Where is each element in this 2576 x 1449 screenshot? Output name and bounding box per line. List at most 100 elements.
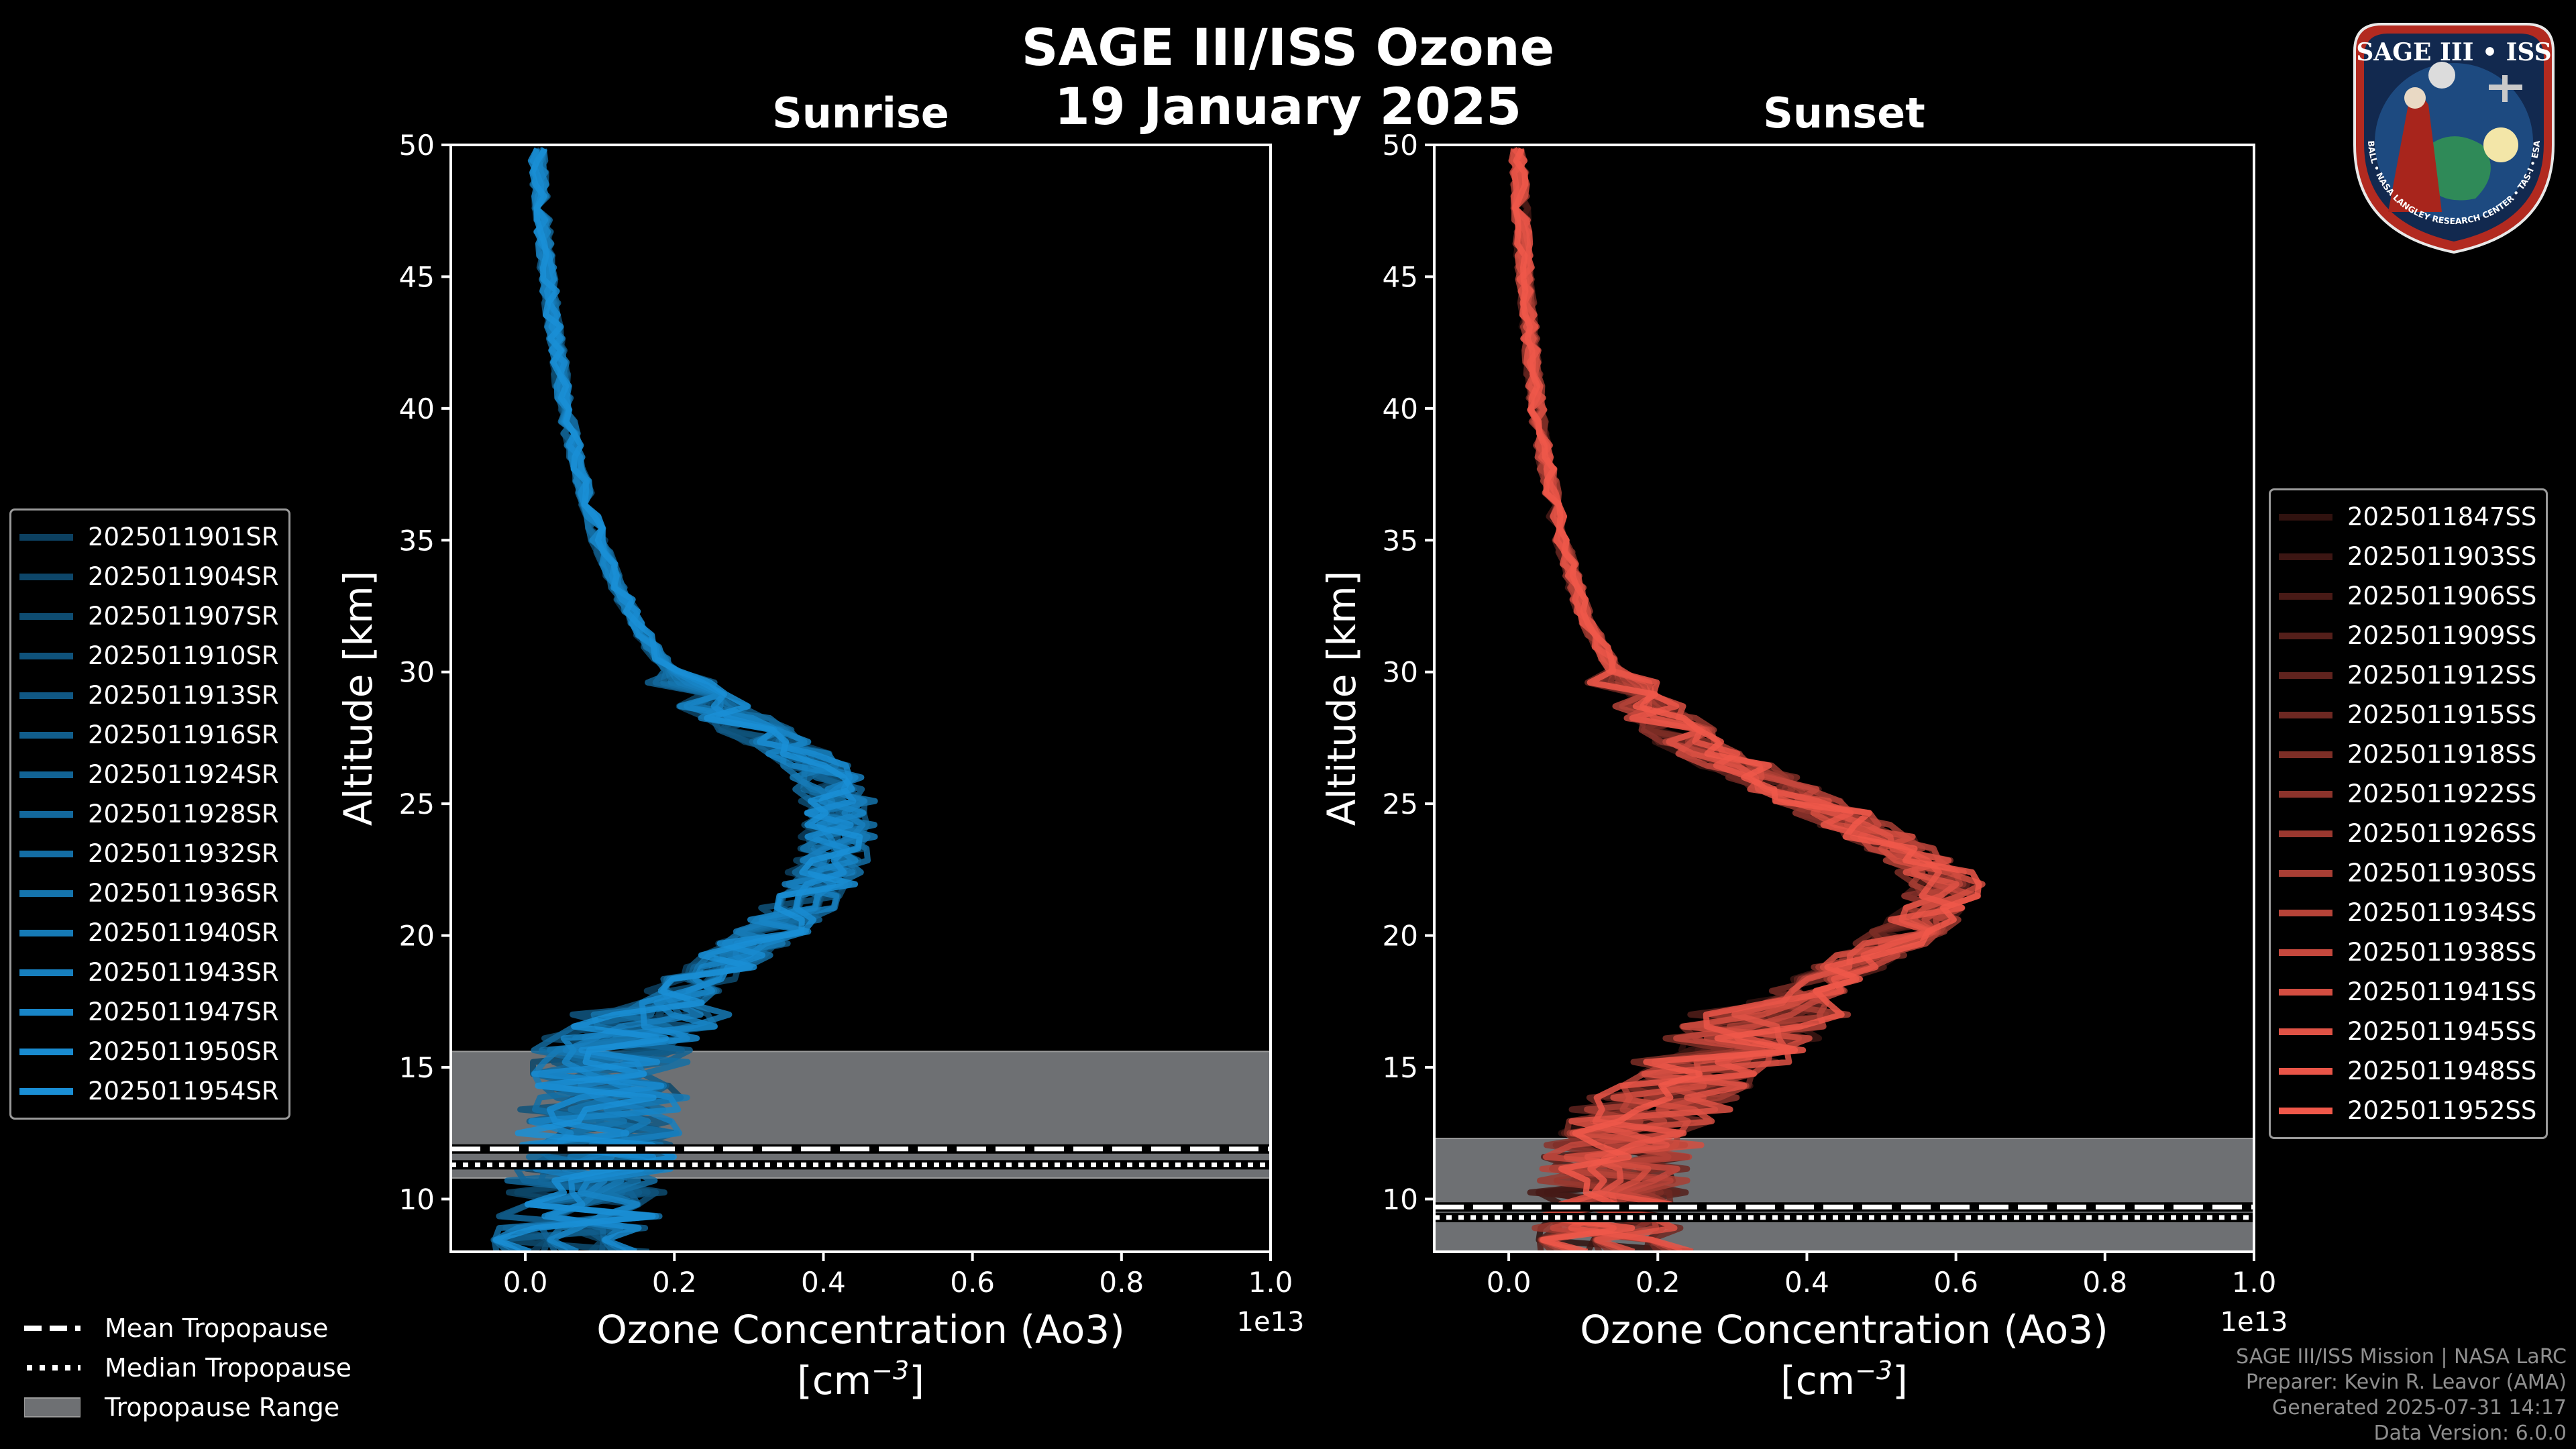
- median-tropopause-entry: Median Tropopause: [24, 1348, 352, 1387]
- legend-entry: 2025011941SS: [2279, 972, 2536, 1012]
- legend-swatch: [19, 1087, 73, 1095]
- legend-swatch: [19, 1008, 73, 1016]
- legend-swatch: [19, 573, 73, 580]
- x-axis-unit-close: ]: [1892, 1358, 1908, 1403]
- y-tick-label: 25: [399, 788, 435, 820]
- legend-label: 2025011915SS: [2347, 700, 2537, 729]
- x-axis-unit-close: ]: [909, 1358, 924, 1403]
- legend-entry: 2025011932SR: [19, 834, 279, 873]
- y-tick-label: 50: [1383, 129, 1418, 162]
- legend-swatch: [2279, 553, 2332, 560]
- legend-entry: 2025011903SS: [2279, 537, 2536, 576]
- legend-entry: 2025011940SR: [19, 913, 279, 953]
- x-tick-label: 0.4: [1784, 1266, 1829, 1299]
- x-tick-label: 0.6: [950, 1266, 995, 1299]
- y-tick-label: 40: [1383, 392, 1418, 425]
- legend-swatch: [2279, 988, 2332, 996]
- footer-preparer: Preparer: Kevin R. Leavor (AMA): [2245, 1371, 2567, 1394]
- legend-swatch: [19, 850, 73, 857]
- legend-label: 2025011901SR: [88, 523, 279, 551]
- legend-entry: 2025011934SS: [2279, 893, 2536, 932]
- footer-credits: SAGE III/ISS Mission | NASA LaRC Prepare…: [2236, 1344, 2567, 1446]
- plot-frame: [1433, 144, 2255, 1253]
- legend-entry: 2025011952SS: [2279, 1091, 2536, 1130]
- x-axis-label: Ozone Concentration (Ao3): [596, 1307, 1125, 1352]
- legend-label: 2025011924SR: [88, 760, 279, 789]
- x-tick-label: 0.6: [1933, 1266, 1978, 1299]
- sunset-legend: 2025011847SS 2025011903SS 2025011906SS 2025…: [2269, 488, 2548, 1139]
- legend-entry: 2025011943SR: [19, 953, 279, 992]
- x-tick-label: 0.8: [1099, 1266, 1144, 1299]
- legend-entry: 2025011924SR: [19, 755, 279, 794]
- legend-swatch: [19, 692, 73, 699]
- x-tick-label: 0.4: [801, 1266, 846, 1299]
- sunset-panel-title: Sunset: [1763, 89, 1925, 138]
- legend-label: 2025011941SS: [2347, 977, 2537, 1006]
- legend-label: 2025011934SS: [2347, 898, 2537, 927]
- legend-swatch: [2279, 513, 2332, 521]
- y-tick-label: 45: [1383, 260, 1418, 293]
- footer-data-version: Data Version: 6.0.0: [2373, 1421, 2567, 1445]
- legend-entry: 2025011915SS: [2279, 695, 2536, 735]
- legend-swatch: [19, 771, 73, 778]
- suptitle-line2: 19 January 2025: [1054, 76, 1522, 136]
- profile-line: [1512, 147, 1982, 1252]
- y-tick-label: 20: [1383, 920, 1418, 953]
- legend-swatch: [19, 612, 73, 620]
- legend-entry: 2025011930SS: [2279, 853, 2536, 893]
- legend-label: 2025011932SR: [88, 839, 279, 868]
- legend-entry: 2025011904SR: [19, 557, 279, 596]
- legend-label: 2025011954SR: [88, 1077, 279, 1106]
- sunset-panel: 0.0 0.2 0.4 0.6 0.8 1.0 10 15 20 25 30 35 40 45 50 1e13…: [1319, 129, 2288, 1403]
- y-tick-label: 10: [399, 1183, 435, 1216]
- legend-entry: 2025011918SS: [2279, 735, 2536, 774]
- dotted-line-swatch: [27, 1364, 80, 1371]
- legend-swatch: [2279, 790, 2332, 798]
- legend-swatch: [19, 731, 73, 739]
- y-tick-label: 45: [399, 260, 435, 293]
- legend-entry: 2025011912SS: [2279, 655, 2536, 695]
- x-axis-unit-exponent: −3: [871, 1356, 909, 1385]
- legend-swatch: [19, 652, 73, 659]
- legend-label: 2025011948SS: [2347, 1057, 2537, 1085]
- x-axis-unit-base: [cm: [1780, 1358, 1855, 1403]
- legend-label: 2025011947SR: [88, 998, 279, 1026]
- footer-mission: SAGE III/ISS Mission | NASA LaRC: [2236, 1345, 2567, 1368]
- legend-label: 2025011903SS: [2347, 542, 2537, 571]
- axis-offset-label: 1e13: [1237, 1307, 1305, 1338]
- tropopause-legend: Mean Tropopause Median Tropopause Tropop…: [24, 1308, 352, 1427]
- legend-label: 2025011922SS: [2347, 780, 2537, 808]
- legend-label: 2025011930SS: [2347, 859, 2537, 888]
- legend-swatch: [2279, 949, 2332, 956]
- legend-label: 2025011926SS: [2347, 819, 2537, 848]
- x-tick-label: 1.0: [1248, 1266, 1293, 1299]
- x-tick-label: 0.2: [1635, 1266, 1680, 1299]
- legend-label: 2025011912SS: [2347, 661, 2537, 690]
- legend-entry: 2025011922SS: [2279, 774, 2536, 814]
- y-tick-label: 35: [399, 524, 435, 557]
- legend-swatch: [19, 929, 73, 936]
- y-axis-label: Altitude [km]: [335, 571, 381, 826]
- legend-entry: 2025011936SR: [19, 873, 279, 913]
- legend-swatch: [2279, 1067, 2332, 1075]
- legend-label: 2025011928SR: [88, 800, 279, 828]
- legend-entry: 2025011847SS: [2279, 497, 2536, 537]
- legend-swatch: [19, 533, 73, 541]
- median-tropopause-label: Median Tropopause: [105, 1352, 352, 1383]
- x-tick-label: 1.0: [2232, 1266, 2277, 1299]
- legend-swatch: [2279, 632, 2332, 639]
- legend-entry: 2025011926SS: [2279, 814, 2536, 853]
- axis-offset-label: 1e13: [2220, 1307, 2288, 1338]
- legend-label: 2025011913SR: [88, 681, 279, 710]
- legend-label: 2025011907SR: [88, 602, 279, 631]
- legend-entry: 2025011907SR: [19, 596, 279, 636]
- legend-label: 2025011945SS: [2347, 1017, 2537, 1046]
- legend-swatch: [2279, 1028, 2332, 1035]
- x-axis-unit: [cm−3]: [1780, 1356, 1908, 1403]
- legend-entry: 2025011909SS: [2279, 616, 2536, 655]
- y-tick-label: 35: [1383, 524, 1418, 557]
- legend-entry: 2025011916SR: [19, 715, 279, 755]
- legend-swatch: [2279, 1107, 2332, 1114]
- legend-swatch: [19, 969, 73, 976]
